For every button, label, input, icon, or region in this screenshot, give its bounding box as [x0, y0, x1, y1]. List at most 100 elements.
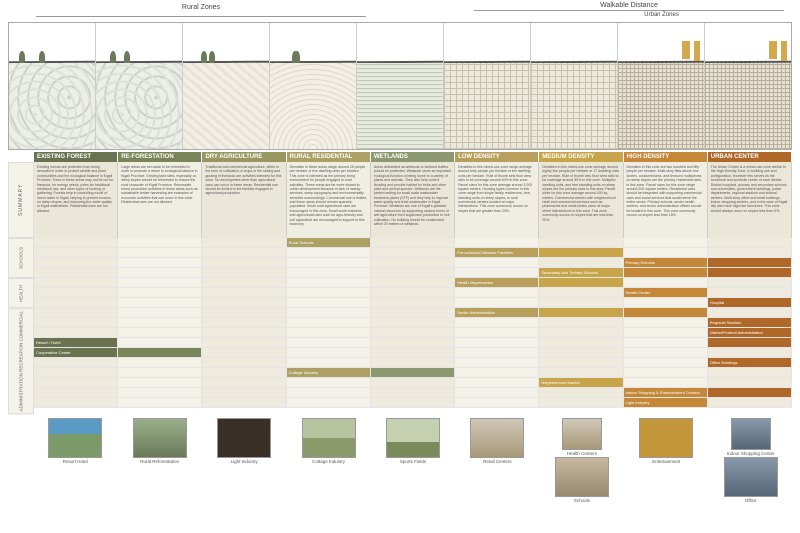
matrix-cell [371, 258, 455, 268]
matrix-cell [287, 378, 371, 388]
matrix-cell [34, 368, 118, 378]
matrix-cell [455, 348, 539, 358]
matrix-cell [287, 248, 371, 258]
matrix-cell [455, 258, 539, 268]
transect-col-7 [618, 23, 705, 149]
matrix-cell [202, 358, 286, 368]
matrix-line: Secondary and Tertiary Schools [34, 268, 792, 278]
matrix-line: Hospital [34, 298, 792, 308]
matrix-cell [287, 288, 371, 298]
summary-7: Densities in this zone are two hundred a… [624, 162, 708, 238]
matrix-cell [34, 288, 118, 298]
matrix-cell [118, 378, 202, 388]
walkable-distance-label: Walkable Distance [474, 2, 784, 9]
matrix-cell: Health Center [624, 288, 708, 298]
photo-group-5: Retail Centers [456, 418, 538, 503]
matrix-cell [118, 338, 202, 348]
matrix-cell [624, 348, 708, 358]
matrix-cell [624, 308, 708, 318]
matrix-cell: Health Dispensaries [455, 278, 539, 288]
matrix-cell [539, 308, 623, 318]
matrix-cell [371, 238, 455, 248]
matrix-cell [34, 248, 118, 258]
matrix-cell [539, 248, 623, 258]
matrix-cell [202, 288, 286, 298]
matrix-line: Resort / Hotel [34, 338, 792, 348]
matrix-cell [118, 308, 202, 318]
matrix-cell [34, 238, 118, 248]
matrix-cell [202, 268, 286, 278]
matrix-line: Health Center [34, 288, 792, 298]
matrix-cell [708, 308, 792, 318]
matrix-cell [118, 328, 202, 338]
matrix-cell: District/Federal Administration [708, 328, 792, 338]
matrix-cell [539, 238, 623, 248]
matrix-cell [202, 278, 286, 288]
matrix-cell [202, 368, 286, 378]
matrix-cell [539, 298, 623, 308]
matrix-cell [708, 238, 792, 248]
summary-3: Densities in these areas range around 25… [287, 162, 371, 238]
matrix-cell [539, 358, 623, 368]
matrix-cell [118, 248, 202, 258]
photo-group-1: Rural Reforestation [118, 418, 200, 503]
transect-col-3 [270, 23, 357, 149]
photo-group-0: Resort Hotel [34, 418, 116, 503]
matrix-cell [624, 378, 708, 388]
photo-caption: Cottage Industry [312, 459, 345, 464]
photo-caption: Health Centers [567, 451, 597, 456]
urban-zones-label: Urban Zones [539, 12, 784, 18]
matrix-cell: Office Buildings [708, 358, 792, 368]
matrix-cell [287, 278, 371, 288]
matrix-cell [371, 348, 455, 358]
matrix-cell: Regional Stadium [708, 318, 792, 328]
matrix-cell [455, 368, 539, 378]
zone-header-existing-forest: EXISTING FOREST [34, 152, 118, 162]
transect-col-6 [531, 23, 618, 149]
matrix-cell [34, 388, 118, 398]
matrix-cell [34, 358, 118, 368]
matrix-cell [539, 278, 623, 288]
photo [555, 457, 609, 497]
matrix-cell [455, 338, 539, 348]
matrix-cell [539, 288, 623, 298]
matrix-cell [118, 288, 202, 298]
matrix-cell [539, 338, 623, 348]
matrix-line: Cottage Industry [34, 368, 792, 378]
matrix-line: Regional Stadium [34, 318, 792, 328]
photo-group-2: Light Industry [203, 418, 285, 503]
transect-illustration [8, 22, 792, 150]
matrix-cell [287, 388, 371, 398]
matrix-cell [455, 268, 539, 278]
photo-caption: Rural Reforestation [140, 459, 179, 464]
matrix-cell: Cooperative Center [34, 348, 118, 358]
rural-zones-label: Rural Zones [36, 4, 366, 11]
matrix-cell [34, 308, 118, 318]
matrix-cell [118, 358, 202, 368]
matrix-cell [202, 348, 286, 358]
matrix-cell [624, 238, 708, 248]
matrix-cell [708, 248, 792, 258]
matrix-cell [455, 288, 539, 298]
matrix-cell [287, 298, 371, 308]
summary-row: SUMMARY Existing forests are protected f… [8, 162, 792, 238]
matrix-cell [455, 388, 539, 398]
matrix-cell [455, 358, 539, 368]
matrix-cell [708, 378, 792, 388]
matrix-cell [118, 268, 202, 278]
matrix-cell [118, 348, 202, 358]
matrix-cell: Pre-schools/Childcare Facilities [455, 248, 539, 258]
photo [562, 418, 602, 450]
photo [470, 418, 524, 458]
photo-caption: Resort Hotel [63, 459, 88, 464]
matrix-cell [539, 328, 623, 338]
matrix-cell [455, 398, 539, 408]
matrix-cell [34, 258, 118, 268]
summary-0: Existing forests are protected from bein… [34, 162, 118, 238]
matrix-line: Cooperative Center [34, 348, 792, 358]
photo-caption: Retail Centers [483, 459, 512, 464]
photo-strip: Resort Hotel Rural Reforestation Light Ind… [8, 418, 792, 503]
matrix-health: HEALTHHealth DispensariesHealth CenterHo… [8, 278, 792, 308]
photo-caption: Office [745, 498, 757, 503]
summary-4: Areas delineated as wetlands or wetland … [371, 162, 455, 238]
